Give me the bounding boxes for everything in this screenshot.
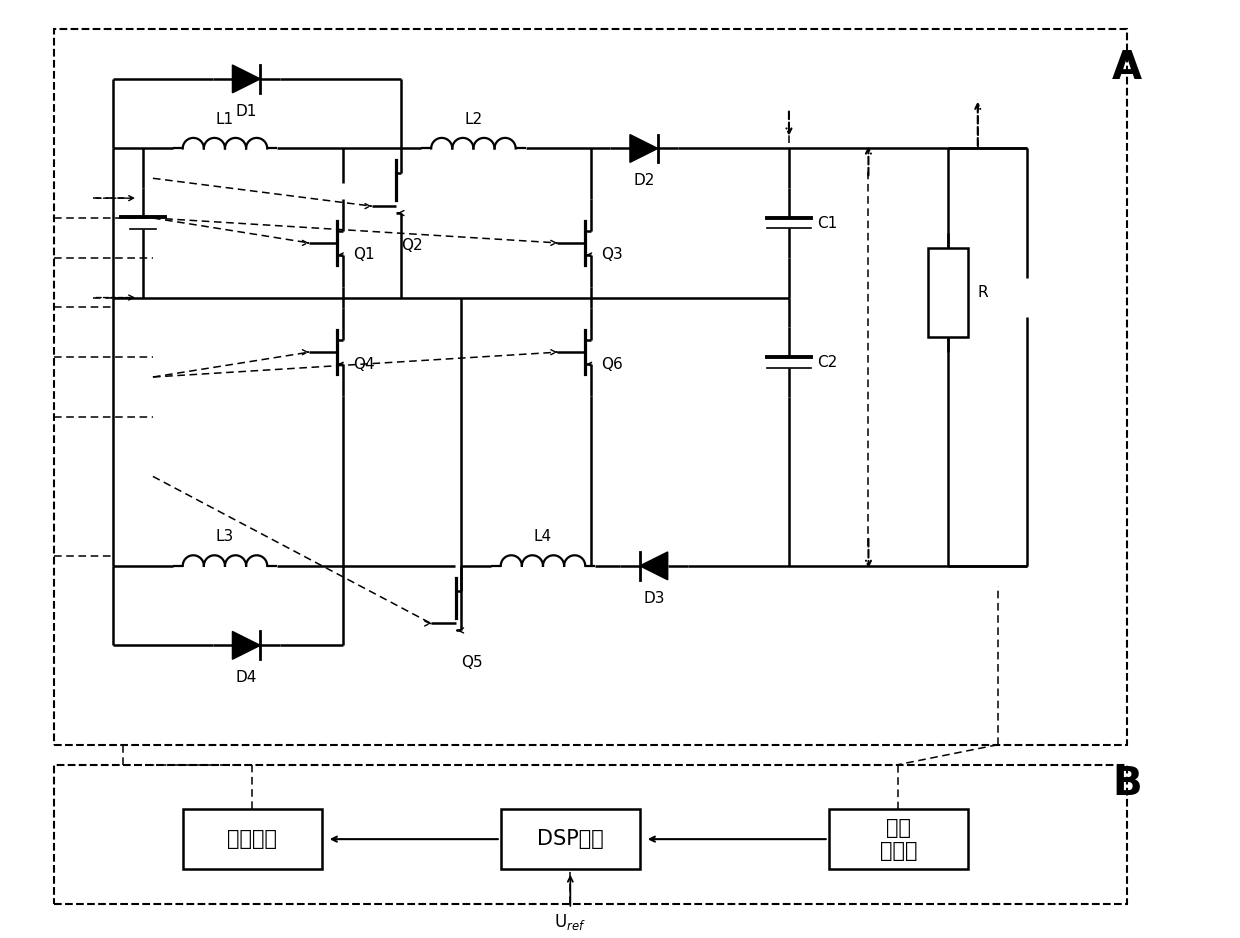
- Text: C2: C2: [817, 355, 837, 370]
- Text: U$_{ref}$: U$_{ref}$: [554, 912, 587, 931]
- Text: L2: L2: [464, 112, 482, 127]
- Text: DSP系统: DSP系统: [537, 829, 604, 849]
- Text: Q6: Q6: [601, 356, 622, 371]
- Text: D1: D1: [236, 104, 257, 119]
- Bar: [928, 248, 968, 338]
- Text: L4: L4: [534, 529, 552, 544]
- Polygon shape: [232, 65, 260, 93]
- Bar: [182, 809, 322, 869]
- Polygon shape: [640, 552, 667, 580]
- Bar: [501, 809, 640, 869]
- Text: 保护电路: 保护电路: [227, 829, 278, 849]
- Text: Q1: Q1: [352, 248, 374, 263]
- Bar: [53, 29, 1127, 745]
- Text: D3: D3: [644, 591, 665, 606]
- Text: Q3: Q3: [601, 248, 622, 263]
- Text: L3: L3: [216, 529, 234, 544]
- Text: C1: C1: [817, 216, 837, 231]
- Polygon shape: [630, 134, 657, 162]
- Text: A: A: [1112, 49, 1142, 87]
- Text: L1: L1: [216, 112, 234, 127]
- Text: Q5: Q5: [461, 656, 482, 671]
- Text: D4: D4: [236, 670, 257, 685]
- Text: 电压
传感器: 电压 传感器: [879, 818, 918, 861]
- Text: Q2: Q2: [402, 238, 423, 253]
- Bar: [53, 764, 1127, 903]
- Text: B: B: [1112, 764, 1142, 803]
- Polygon shape: [232, 631, 260, 659]
- Text: R: R: [978, 285, 988, 300]
- Text: Q4: Q4: [352, 356, 374, 371]
- Bar: [828, 809, 968, 869]
- Text: D2: D2: [634, 174, 655, 189]
